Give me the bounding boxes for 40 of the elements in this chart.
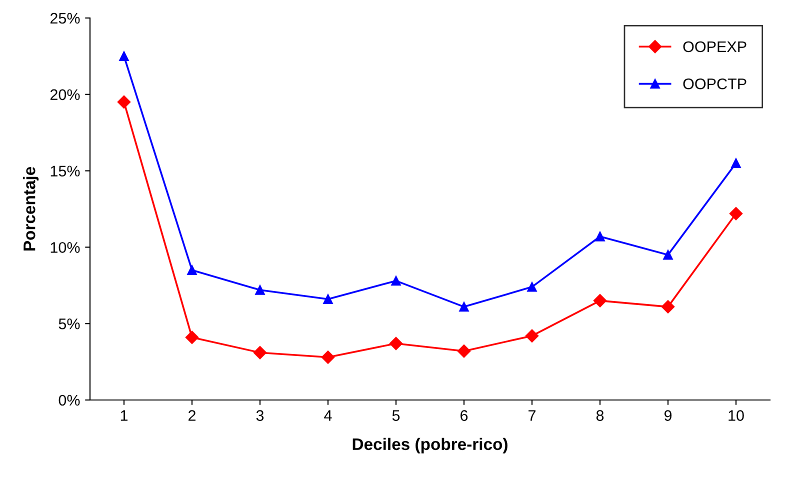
point (119, 51, 129, 62)
point (661, 300, 675, 314)
x-tick-label: 3 (256, 410, 264, 421)
x-tick-label: 6 (460, 410, 468, 421)
legend-label: OOPEXP (683, 41, 746, 52)
point (253, 346, 267, 360)
y-tick-label: 20% (50, 89, 80, 100)
point (525, 329, 539, 342)
y-tick-label: 25% (50, 12, 80, 24)
x-tick-label: 2 (188, 410, 196, 421)
point (391, 276, 401, 286)
point (527, 282, 537, 292)
x-tick-label: 4 (324, 410, 332, 421)
y-tick-label: 15% (50, 166, 80, 176)
point (389, 336, 403, 350)
point (457, 344, 471, 358)
y-tick-label: 10% (50, 242, 80, 253)
x-axis-title: Deciles (pobre-rico) (352, 438, 508, 454)
x-tick-label: 10 (728, 410, 744, 421)
x-tick-label: 1 (120, 410, 128, 421)
point (321, 350, 335, 364)
point (731, 158, 741, 168)
y-tick-label: 0% (58, 394, 80, 406)
point (459, 302, 469, 312)
point (595, 232, 605, 242)
x-tick-label: 9 (664, 410, 672, 421)
point (255, 285, 265, 295)
point (117, 95, 131, 109)
y-axis-title: Porcentaje (23, 166, 39, 250)
point (729, 206, 743, 220)
legend-label: OOPCTP (683, 78, 746, 90)
point (323, 294, 333, 304)
point (187, 265, 197, 275)
x-tick-label: 7 (528, 410, 536, 421)
x-tick-label: 8 (596, 410, 604, 421)
x-tick-label: 5 (392, 410, 400, 421)
point (185, 330, 199, 344)
y-tick-label: 5% (58, 318, 80, 330)
point (663, 250, 673, 260)
point (593, 294, 607, 308)
